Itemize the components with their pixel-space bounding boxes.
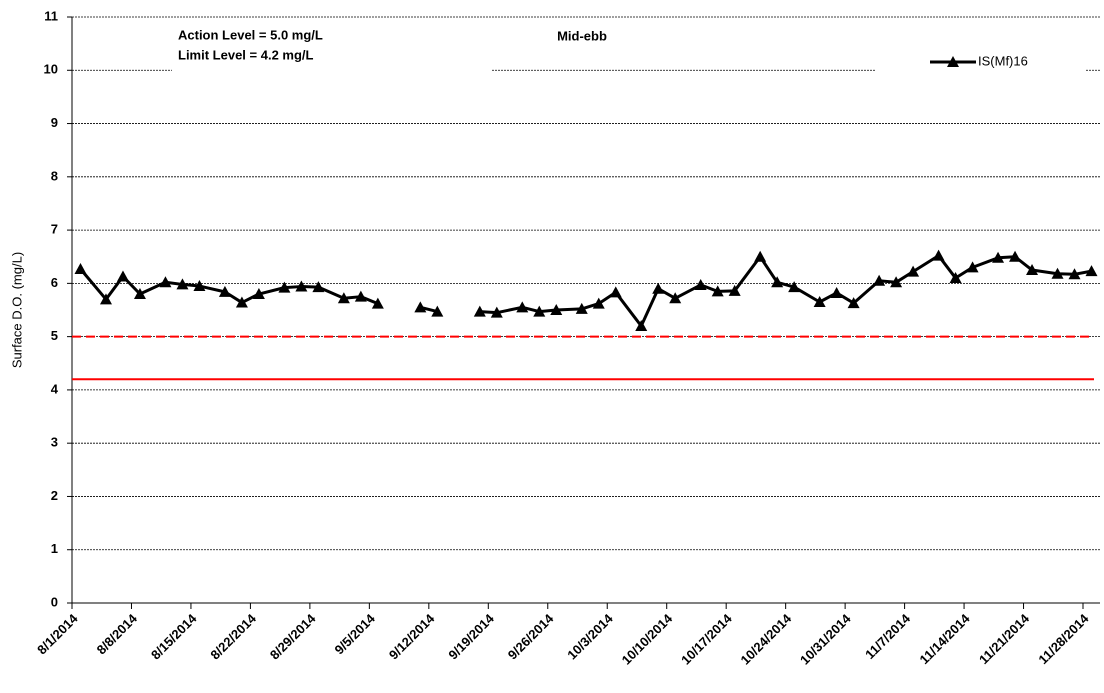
data-point [1026,264,1039,276]
x-tick-label: 10/24/2014 [738,610,795,667]
annotation: Action Level = 5.0 mg/L [178,27,323,42]
x-tick-label: 10/17/2014 [678,610,735,667]
data-point [635,319,648,331]
data-point [371,297,384,309]
x-tick-label: 10/3/2014 [564,610,616,662]
x-tick-label: 9/12/2014 [386,610,438,662]
legend-label: IS(Mf)16 [978,53,1028,68]
x-tick-label: 9/19/2014 [445,610,497,662]
data-point [873,274,886,286]
data-point [550,304,563,315]
data-point [235,296,248,308]
y-tick-label: 2 [51,488,58,503]
data-point [609,286,622,298]
data-point [116,270,129,282]
data-point [354,290,367,302]
data-point [788,281,801,293]
legend-marker [947,56,959,67]
data-point [652,282,665,294]
x-tick-label: 11/21/2014 [976,610,1033,667]
data-point [813,296,826,308]
data-point [252,288,265,300]
data-point [932,249,945,261]
data-point [890,276,903,288]
data-point [1009,250,1022,262]
data-point [575,302,588,314]
data-point [74,262,87,274]
y-tick-label: 1 [51,541,58,556]
data-point [830,286,843,298]
data-point [159,276,172,288]
chart-title: Mid-ebb [557,28,607,43]
data-point [771,276,784,288]
y-tick-label: 4 [51,381,59,396]
x-tick-label: 11/7/2014 [862,610,914,662]
data-point [992,251,1005,263]
annotation: Limit Level = 4.2 mg/L [178,47,314,62]
x-tick-label: 11/28/2014 [1035,610,1092,667]
data-point [711,285,724,297]
data-point [754,250,767,262]
data-point [295,280,308,292]
data-point [516,301,529,313]
data-point [414,301,427,313]
data-point [949,272,962,284]
data-point [218,285,231,297]
data-point [966,261,979,273]
data-point [337,292,350,304]
x-tick-label: 8/1/2014 [34,610,81,657]
x-tick-label: 9/26/2014 [505,610,557,662]
y-tick-label: 3 [51,435,58,450]
data-point [312,281,325,293]
data-point [1051,267,1064,279]
x-tick-label: 9/5/2014 [332,610,379,657]
annotation-box [172,22,492,72]
data-point [176,278,189,290]
data-point [278,281,291,293]
y-tick-label: 8 [51,168,58,183]
y-tick-label: 11 [44,8,58,23]
x-tick-label: 10/10/2014 [619,610,676,667]
y-tick-label: 0 [51,594,58,609]
x-tick-label: 8/22/2014 [207,610,259,662]
data-point [669,292,682,304]
data-point [193,280,206,292]
data-point [1068,268,1081,280]
data-point [694,278,707,290]
legend-box [876,44,1086,80]
data-line [79,254,1092,328]
y-tick-label: 7 [51,222,58,237]
x-tick-label: 8/15/2014 [148,610,200,662]
data-point [728,284,741,296]
y-axis-label: Surface D.O. (mg/L) [9,252,24,368]
x-tick-label: 8/8/2014 [94,610,141,657]
data-point [99,293,112,305]
data-point [592,297,605,309]
data-point [133,288,146,300]
data-point [847,297,860,309]
data-point [1085,265,1098,277]
data-point [431,305,444,317]
y-tick-label: 10 [44,62,58,77]
data-point [533,305,546,317]
y-tick-label: 5 [51,328,58,343]
y-tick-label: 9 [51,115,58,130]
data-point [907,265,920,277]
x-tick-label: 8/29/2014 [267,610,319,662]
x-tick-label: 11/14/2014 [917,610,974,667]
data-point [490,306,503,318]
x-tick-label: 10/31/2014 [797,610,854,667]
y-tick-label: 6 [51,275,58,290]
data-point [473,305,486,317]
